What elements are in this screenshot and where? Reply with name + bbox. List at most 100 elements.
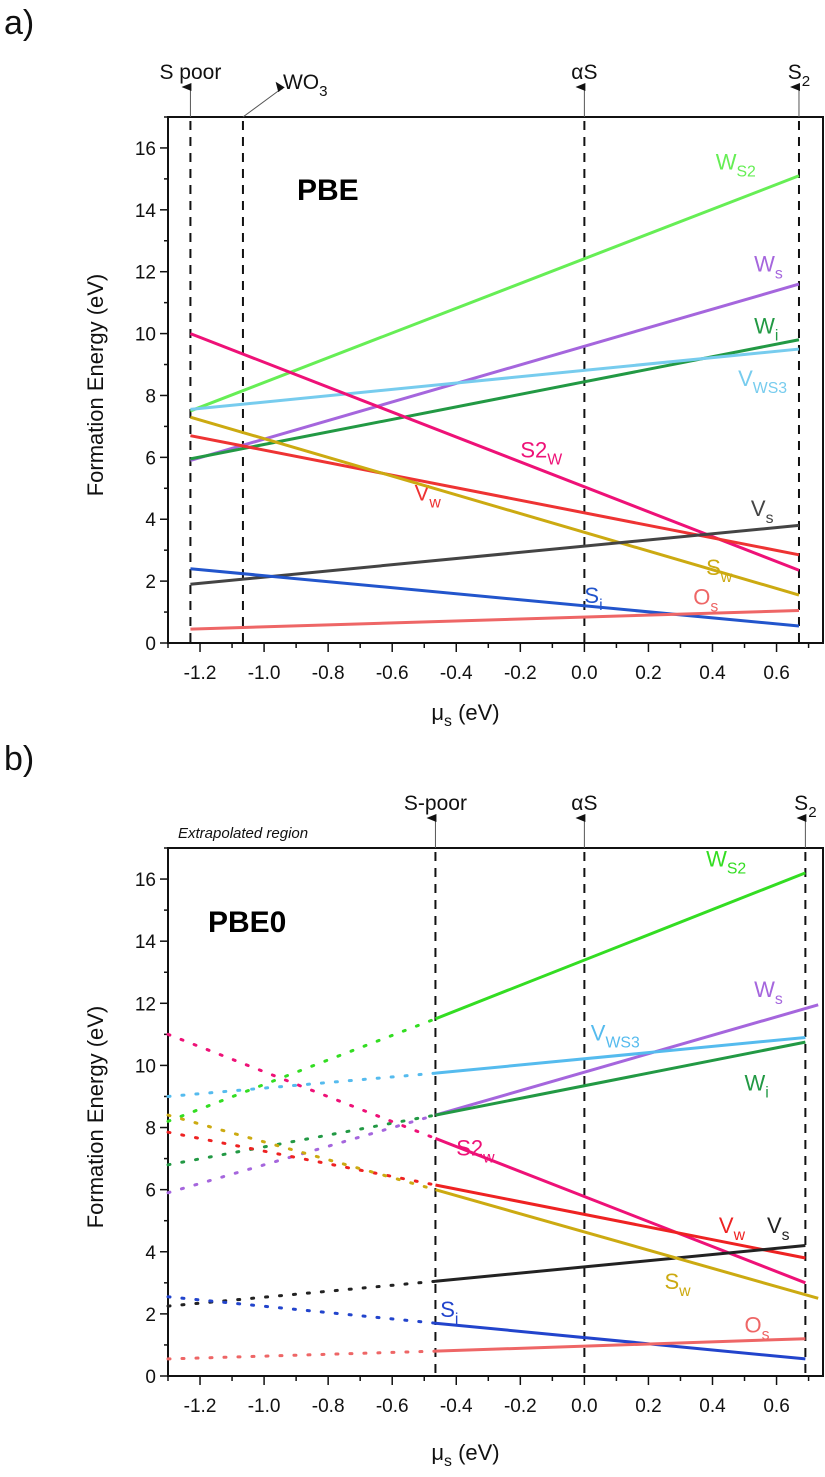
- y-tick-label: 2: [145, 572, 156, 593]
- marker-label-main: S: [788, 61, 802, 84]
- series-label: Vs: [767, 1213, 790, 1244]
- series-label-main: S2: [520, 437, 547, 462]
- series-label-main: W: [745, 1070, 766, 1095]
- series-label-main: S: [664, 1269, 679, 1294]
- y-axis: 0 2 4 6 8 10 12 14 16 Formation Energy (eV): [83, 847, 168, 1388]
- series-w-s: Ws: [190, 252, 800, 462]
- y-tick-label: 2: [145, 1305, 156, 1326]
- series-label-sub: S2: [736, 164, 755, 181]
- y-tick-label: 16: [135, 139, 156, 160]
- panel-letter: a): [4, 4, 34, 42]
- y-axis-title: Formation Energy (eV): [83, 1006, 108, 1229]
- marker-wo3: WO3: [241, 71, 328, 643]
- x-tick-label: 0.4: [699, 663, 726, 684]
- plot-frame: [167, 116, 824, 644]
- series-label-main: W: [706, 847, 727, 872]
- series-line: [190, 282, 800, 462]
- marker-label-sub: 3: [319, 83, 327, 100]
- series-label: S2w: [456, 1135, 495, 1166]
- marker-label: αS: [571, 792, 597, 815]
- series-line: [434, 871, 806, 1021]
- x-tick-label: -1.2: [184, 663, 217, 684]
- series-label-sub: s: [782, 1227, 790, 1244]
- series-label-main: W: [754, 977, 775, 1002]
- series-label-sub: s: [710, 598, 718, 615]
- series-w-s: Ws: [166, 977, 819, 1195]
- series-s-w: Sw: [189, 415, 800, 597]
- series-line: [435, 1035, 806, 1075]
- series-line: [435, 1337, 806, 1353]
- series-label-main: W: [754, 252, 775, 277]
- x-tick-label: -0.6: [376, 1396, 409, 1417]
- y-tick-label: 14: [135, 201, 157, 222]
- x-axis: -1.2 -1.0 -0.8 -0.6 -0.4 -0.2 0.0 0.2 0.4 0.6 μs (…: [167, 1376, 810, 1470]
- x-axis-title-unit: (eV): [452, 700, 500, 725]
- x-axis-title-sub: s: [444, 713, 452, 730]
- marker-spoor: S-poor: [404, 792, 467, 1376]
- series-s-i: Si: [190, 567, 800, 628]
- series-o-s: Os: [166, 1313, 806, 1361]
- y-tick-label: 6: [145, 448, 156, 469]
- series-line: [190, 523, 800, 586]
- x-tick-label: 0.2: [635, 663, 661, 684]
- y-tick-label: 0: [145, 1367, 156, 1388]
- x-tick-label: 0.0: [571, 663, 597, 684]
- series-label-main: S: [584, 583, 599, 608]
- series-s2-w: S2w: [166, 1032, 806, 1285]
- series-line: [189, 332, 800, 572]
- panel-b-pbe0: b) 0 2 4 6 8 10 12 14 16 Formation Energy (eV) -1.2…: [4, 740, 824, 1470]
- series-v-ws3: VWS3: [166, 1021, 806, 1098]
- series-v-s: Vs: [190, 496, 800, 586]
- marker-spoor: S poor: [159, 61, 221, 643]
- series-label: VWS3: [591, 1021, 640, 1052]
- series-line: [435, 1244, 806, 1283]
- series-label: Sw: [706, 555, 733, 586]
- marker-arrow-icon: [242, 81, 285, 118]
- series-label: Os: [693, 584, 718, 615]
- x-axis: -1.2 -1.0 -0.8 -0.6 -0.4 -0.2 0.0 0.2 0.4 0.6 μs (…: [167, 643, 810, 730]
- series-label-sub: s: [775, 266, 783, 283]
- series-label-sub: i: [599, 597, 603, 614]
- x-tick-label: 0.6: [763, 663, 789, 684]
- marker-label-main: αS: [571, 792, 597, 815]
- plot-frame: [167, 847, 824, 1377]
- marker-label: S2: [788, 61, 810, 90]
- y-tick-label: 8: [145, 386, 156, 407]
- series-v-w: Vw: [166, 1130, 806, 1260]
- series-extrapolated-line: [166, 1295, 437, 1325]
- series-o-s: Os: [190, 584, 800, 631]
- series-extrapolated-line: [166, 1071, 437, 1098]
- marker-s: αS: [571, 792, 597, 1376]
- x-tick-label: -0.4: [440, 1396, 473, 1417]
- marker-s2: S2: [788, 61, 810, 643]
- x-axis-title: μs (eV): [431, 1440, 499, 1470]
- marker-label: WO3: [283, 71, 328, 100]
- series-s-i: Si: [166, 1295, 806, 1361]
- series-label-main: O: [745, 1313, 762, 1338]
- marker-label-main: S: [794, 792, 808, 815]
- series-extrapolated-line: [166, 1130, 437, 1187]
- series-line: [435, 1040, 806, 1117]
- y-tick-label: 0: [145, 634, 156, 655]
- y-tick-label: 16: [135, 870, 156, 891]
- marker-label-sub: 2: [802, 73, 810, 90]
- series-label-main: O: [693, 584, 710, 609]
- series-label-main: V: [751, 496, 766, 521]
- series-w-i: Wi: [190, 314, 800, 461]
- series-label-main: S: [440, 1297, 455, 1322]
- series-extrapolated-line: [166, 1017, 437, 1123]
- series-label-sub: WS3: [753, 380, 787, 397]
- x-axis-title-main: μ: [431, 1440, 444, 1465]
- series-line: [190, 609, 800, 631]
- x-axis-title-sub: s: [444, 1453, 452, 1470]
- series-label-main: V: [591, 1021, 606, 1046]
- y-tick-label: 8: [145, 1119, 156, 1140]
- series-label: VWS3: [738, 366, 787, 397]
- y-tick-label: 12: [135, 263, 156, 284]
- y-tick-label: 4: [145, 1243, 156, 1264]
- marker-label: S-poor: [404, 792, 467, 815]
- series-extrapolated-line: [166, 1349, 437, 1361]
- panel-letter: b): [4, 740, 34, 778]
- series-s2-w: S2W: [189, 332, 800, 572]
- x-tick-label: 0.0: [571, 1396, 597, 1417]
